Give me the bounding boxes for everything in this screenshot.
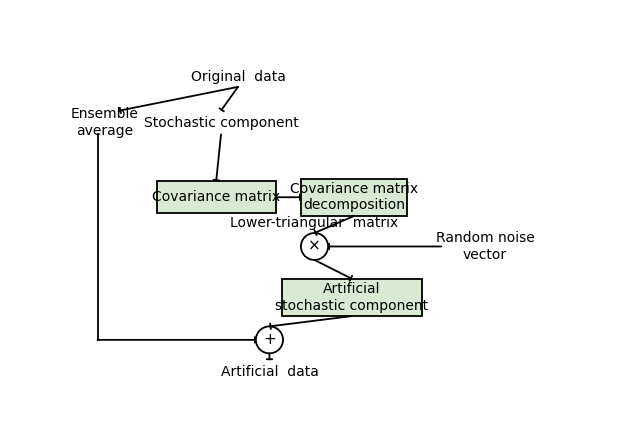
Text: Random noise
vector: Random noise vector: [436, 232, 534, 262]
FancyBboxPatch shape: [301, 179, 408, 216]
Text: Stochastic component: Stochastic component: [144, 116, 298, 130]
FancyBboxPatch shape: [157, 181, 276, 213]
Text: Covariance matrix: Covariance matrix: [152, 190, 280, 204]
Ellipse shape: [301, 233, 328, 260]
Text: Ensemble
average: Ensemble average: [71, 108, 139, 138]
Text: Lower-triangular  matrix: Lower-triangular matrix: [231, 216, 399, 230]
Text: ×: ×: [308, 239, 321, 254]
Text: +: +: [263, 333, 276, 348]
Text: Artificial
stochastic component: Artificial stochastic component: [275, 282, 428, 313]
Text: Artificial  data: Artificial data: [221, 365, 318, 379]
Text: Covariance matrix
decomposition: Covariance matrix decomposition: [290, 182, 418, 212]
Text: Original  data: Original data: [191, 70, 286, 84]
Ellipse shape: [256, 326, 283, 353]
FancyBboxPatch shape: [281, 279, 422, 316]
